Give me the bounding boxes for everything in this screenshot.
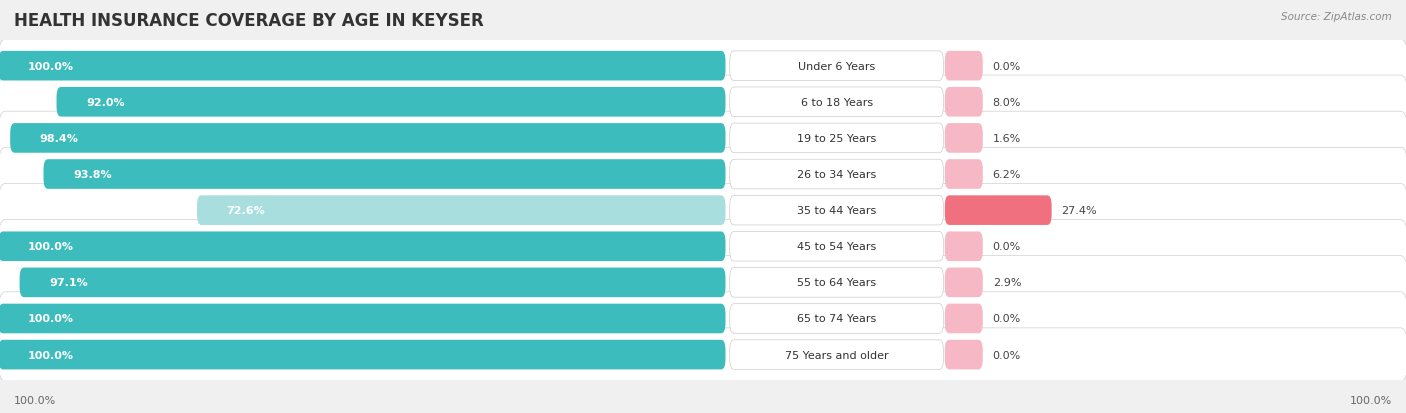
FancyBboxPatch shape [0, 232, 725, 261]
FancyBboxPatch shape [0, 148, 1406, 201]
FancyBboxPatch shape [730, 340, 943, 370]
FancyBboxPatch shape [730, 268, 943, 297]
Text: 92.0%: 92.0% [86, 97, 125, 107]
Text: 35 to 44 Years: 35 to 44 Years [797, 206, 876, 216]
FancyBboxPatch shape [0, 328, 1406, 381]
Text: 2.9%: 2.9% [993, 278, 1021, 288]
FancyBboxPatch shape [730, 88, 943, 117]
Text: 19 to 25 Years: 19 to 25 Years [797, 133, 876, 144]
FancyBboxPatch shape [945, 160, 983, 190]
FancyBboxPatch shape [730, 52, 943, 81]
FancyBboxPatch shape [945, 52, 983, 81]
FancyBboxPatch shape [945, 340, 983, 370]
Text: 26 to 34 Years: 26 to 34 Years [797, 170, 876, 180]
Text: 93.8%: 93.8% [73, 170, 111, 180]
Text: 75 Years and older: 75 Years and older [785, 350, 889, 360]
FancyBboxPatch shape [730, 232, 943, 261]
Text: 100.0%: 100.0% [28, 242, 75, 252]
Text: 6 to 18 Years: 6 to 18 Years [800, 97, 873, 107]
FancyBboxPatch shape [0, 340, 725, 370]
FancyBboxPatch shape [0, 40, 1406, 93]
Text: 100.0%: 100.0% [28, 350, 75, 360]
FancyBboxPatch shape [945, 88, 983, 117]
FancyBboxPatch shape [0, 220, 1406, 273]
FancyBboxPatch shape [10, 124, 725, 153]
Text: 1.6%: 1.6% [993, 133, 1021, 144]
Text: 0.0%: 0.0% [993, 350, 1021, 360]
FancyBboxPatch shape [20, 268, 725, 297]
Text: 6.2%: 6.2% [993, 170, 1021, 180]
FancyBboxPatch shape [0, 256, 1406, 309]
Text: 45 to 54 Years: 45 to 54 Years [797, 242, 876, 252]
Text: 100.0%: 100.0% [14, 395, 56, 405]
FancyBboxPatch shape [945, 304, 983, 333]
FancyBboxPatch shape [945, 196, 1052, 225]
FancyBboxPatch shape [197, 196, 725, 225]
Text: 0.0%: 0.0% [993, 62, 1021, 71]
Text: 98.4%: 98.4% [39, 133, 79, 144]
Text: 100.0%: 100.0% [1350, 395, 1392, 405]
Text: 100.0%: 100.0% [28, 314, 75, 324]
FancyBboxPatch shape [0, 304, 725, 333]
FancyBboxPatch shape [945, 124, 983, 153]
Text: 97.1%: 97.1% [49, 278, 87, 288]
FancyBboxPatch shape [945, 232, 983, 261]
Text: 55 to 64 Years: 55 to 64 Years [797, 278, 876, 288]
FancyBboxPatch shape [0, 184, 1406, 237]
Text: 8.0%: 8.0% [993, 97, 1021, 107]
FancyBboxPatch shape [730, 160, 943, 190]
FancyBboxPatch shape [0, 112, 1406, 165]
FancyBboxPatch shape [0, 292, 1406, 345]
FancyBboxPatch shape [44, 160, 725, 190]
FancyBboxPatch shape [730, 124, 943, 153]
Text: 0.0%: 0.0% [993, 314, 1021, 324]
FancyBboxPatch shape [730, 196, 943, 225]
Text: 100.0%: 100.0% [28, 62, 75, 71]
Text: 72.6%: 72.6% [226, 206, 266, 216]
FancyBboxPatch shape [945, 268, 983, 297]
FancyBboxPatch shape [730, 304, 943, 333]
Text: 0.0%: 0.0% [993, 242, 1021, 252]
FancyBboxPatch shape [56, 88, 725, 117]
Text: HEALTH INSURANCE COVERAGE BY AGE IN KEYSER: HEALTH INSURANCE COVERAGE BY AGE IN KEYS… [14, 12, 484, 30]
FancyBboxPatch shape [0, 52, 725, 81]
Text: 65 to 74 Years: 65 to 74 Years [797, 314, 876, 324]
FancyBboxPatch shape [0, 76, 1406, 129]
Text: 27.4%: 27.4% [1062, 206, 1097, 216]
Text: Under 6 Years: Under 6 Years [799, 62, 875, 71]
Text: Source: ZipAtlas.com: Source: ZipAtlas.com [1281, 12, 1392, 22]
Legend: With Coverage, Without Coverage: With Coverage, Without Coverage [558, 412, 848, 413]
